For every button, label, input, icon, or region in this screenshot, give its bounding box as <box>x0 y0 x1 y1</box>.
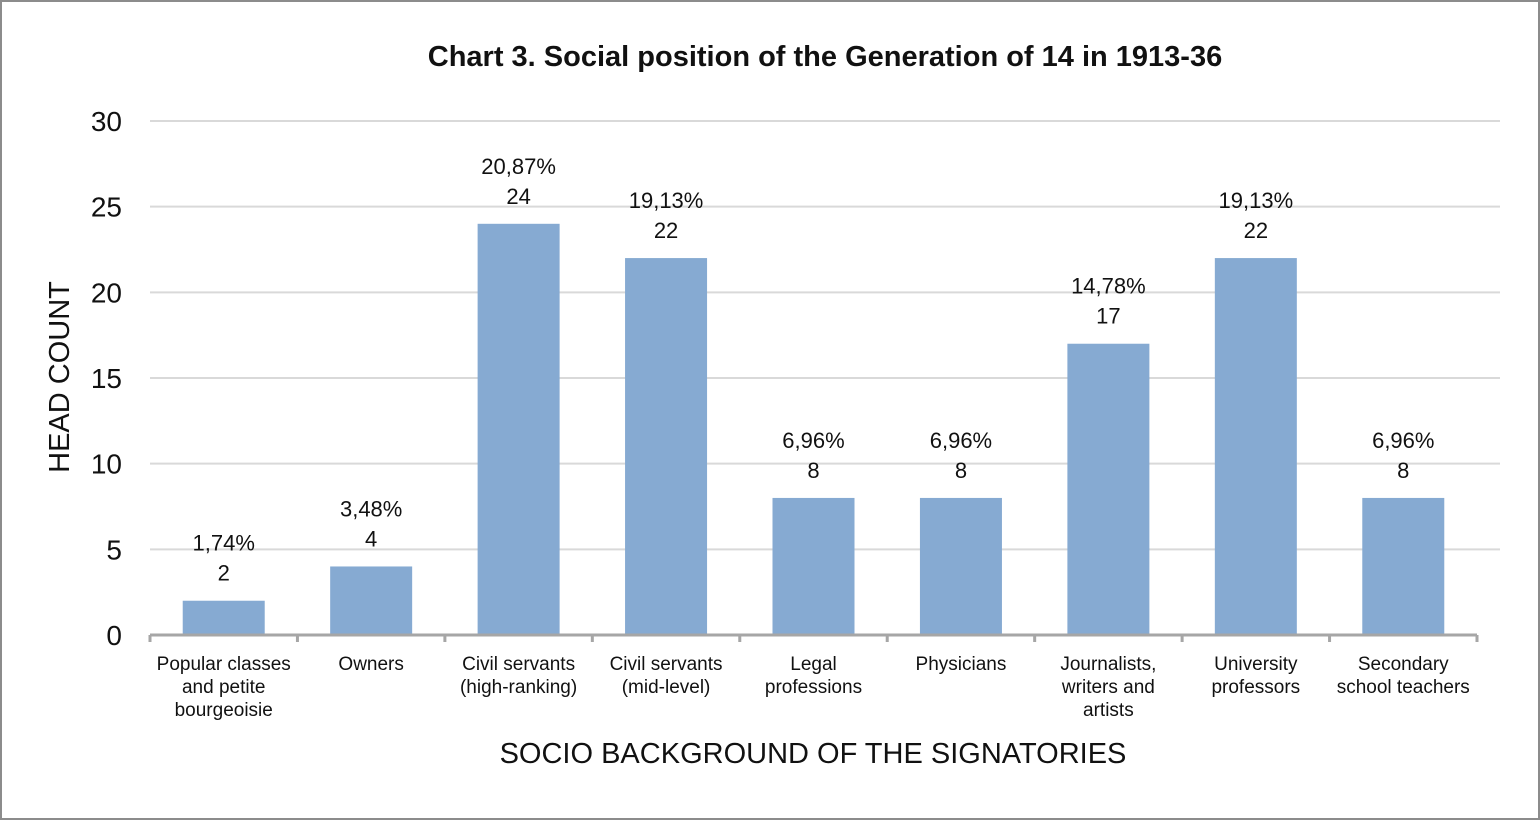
data-label-percent: 6,96% <box>1372 428 1434 453</box>
x-tick-label: professors <box>1211 677 1300 698</box>
bars <box>182 223 1445 636</box>
x-tick-label: Owners <box>338 654 403 675</box>
x-tick-label: Secondary <box>1358 654 1449 675</box>
data-label-percent: 3,48% <box>340 496 402 521</box>
data-label-value: 22 <box>654 218 678 243</box>
data-label-value: 24 <box>506 184 530 209</box>
x-tick-label: artists <box>1083 700 1134 721</box>
x-tick-label: bourgeoisie <box>175 700 273 721</box>
data-label-percent: 14,78% <box>1071 274 1146 299</box>
data-label-value: 2 <box>218 561 230 586</box>
data-label-value: 8 <box>807 458 819 483</box>
y-tick-label: 10 <box>91 449 122 480</box>
y-axis-ticks: 0 5 10 15 20 25 30 <box>91 106 122 651</box>
bar <box>477 223 560 636</box>
x-tick-label: University <box>1214 654 1298 675</box>
x-tick-label: Physicians <box>916 654 1007 675</box>
x-tick-label: Legal <box>790 654 837 675</box>
bar <box>1214 258 1297 635</box>
gridlines <box>150 120 1500 551</box>
data-label-percent: 19,13% <box>629 188 704 213</box>
y-tick-label: 30 <box>91 106 122 137</box>
x-tick-label: Journalists, <box>1060 654 1156 675</box>
bar <box>625 258 708 635</box>
data-labels: 1,74% 2 3,48% 4 20,87% 24 19,13% 22 6,96% 8 6,96% 8… <box>193 154 1435 586</box>
data-label-percent: 1,74% <box>193 531 255 556</box>
y-tick-label: 5 <box>106 534 122 565</box>
bar <box>772 497 855 635</box>
data-label-value: 8 <box>1397 458 1409 483</box>
bar <box>182 600 265 635</box>
x-tick-label: school teachers <box>1337 677 1470 698</box>
data-label-percent: 6,96% <box>930 428 992 453</box>
data-label-value: 22 <box>1244 218 1268 243</box>
y-tick-label: 0 <box>106 620 122 651</box>
data-label-percent: 19,13% <box>1219 188 1294 213</box>
x-tick-label: writers and <box>1061 677 1155 698</box>
data-label-percent: 6,96% <box>782 428 844 453</box>
x-tick-label: and petite <box>182 677 265 698</box>
bar <box>1067 343 1150 635</box>
data-label-value: 8 <box>955 458 967 483</box>
x-tick-label: Civil servants <box>462 654 575 675</box>
x-tick-label: (high-ranking) <box>460 677 577 698</box>
chart-title: Chart 3. Social position of the Generati… <box>428 41 1222 73</box>
x-tick-label: Popular classes <box>157 654 291 675</box>
bar <box>1362 497 1445 635</box>
y-axis-label: HEAD COUNT <box>44 281 76 473</box>
bar <box>919 497 1002 635</box>
y-tick-label: 20 <box>91 277 122 308</box>
y-tick-label: 25 <box>91 192 122 223</box>
data-label-value: 17 <box>1096 304 1120 329</box>
y-tick-label: 15 <box>91 363 122 394</box>
bar <box>330 566 413 635</box>
x-axis-label: SOCIO BACKGROUND OF THE SIGNATORIES <box>500 738 1127 770</box>
x-tick-label: professions <box>765 677 862 698</box>
data-label-percent: 20,87% <box>481 154 556 179</box>
x-tick-label: (mid-level) <box>622 677 711 698</box>
data-label-value: 4 <box>365 526 377 551</box>
x-tick-label: Civil servants <box>610 654 723 675</box>
